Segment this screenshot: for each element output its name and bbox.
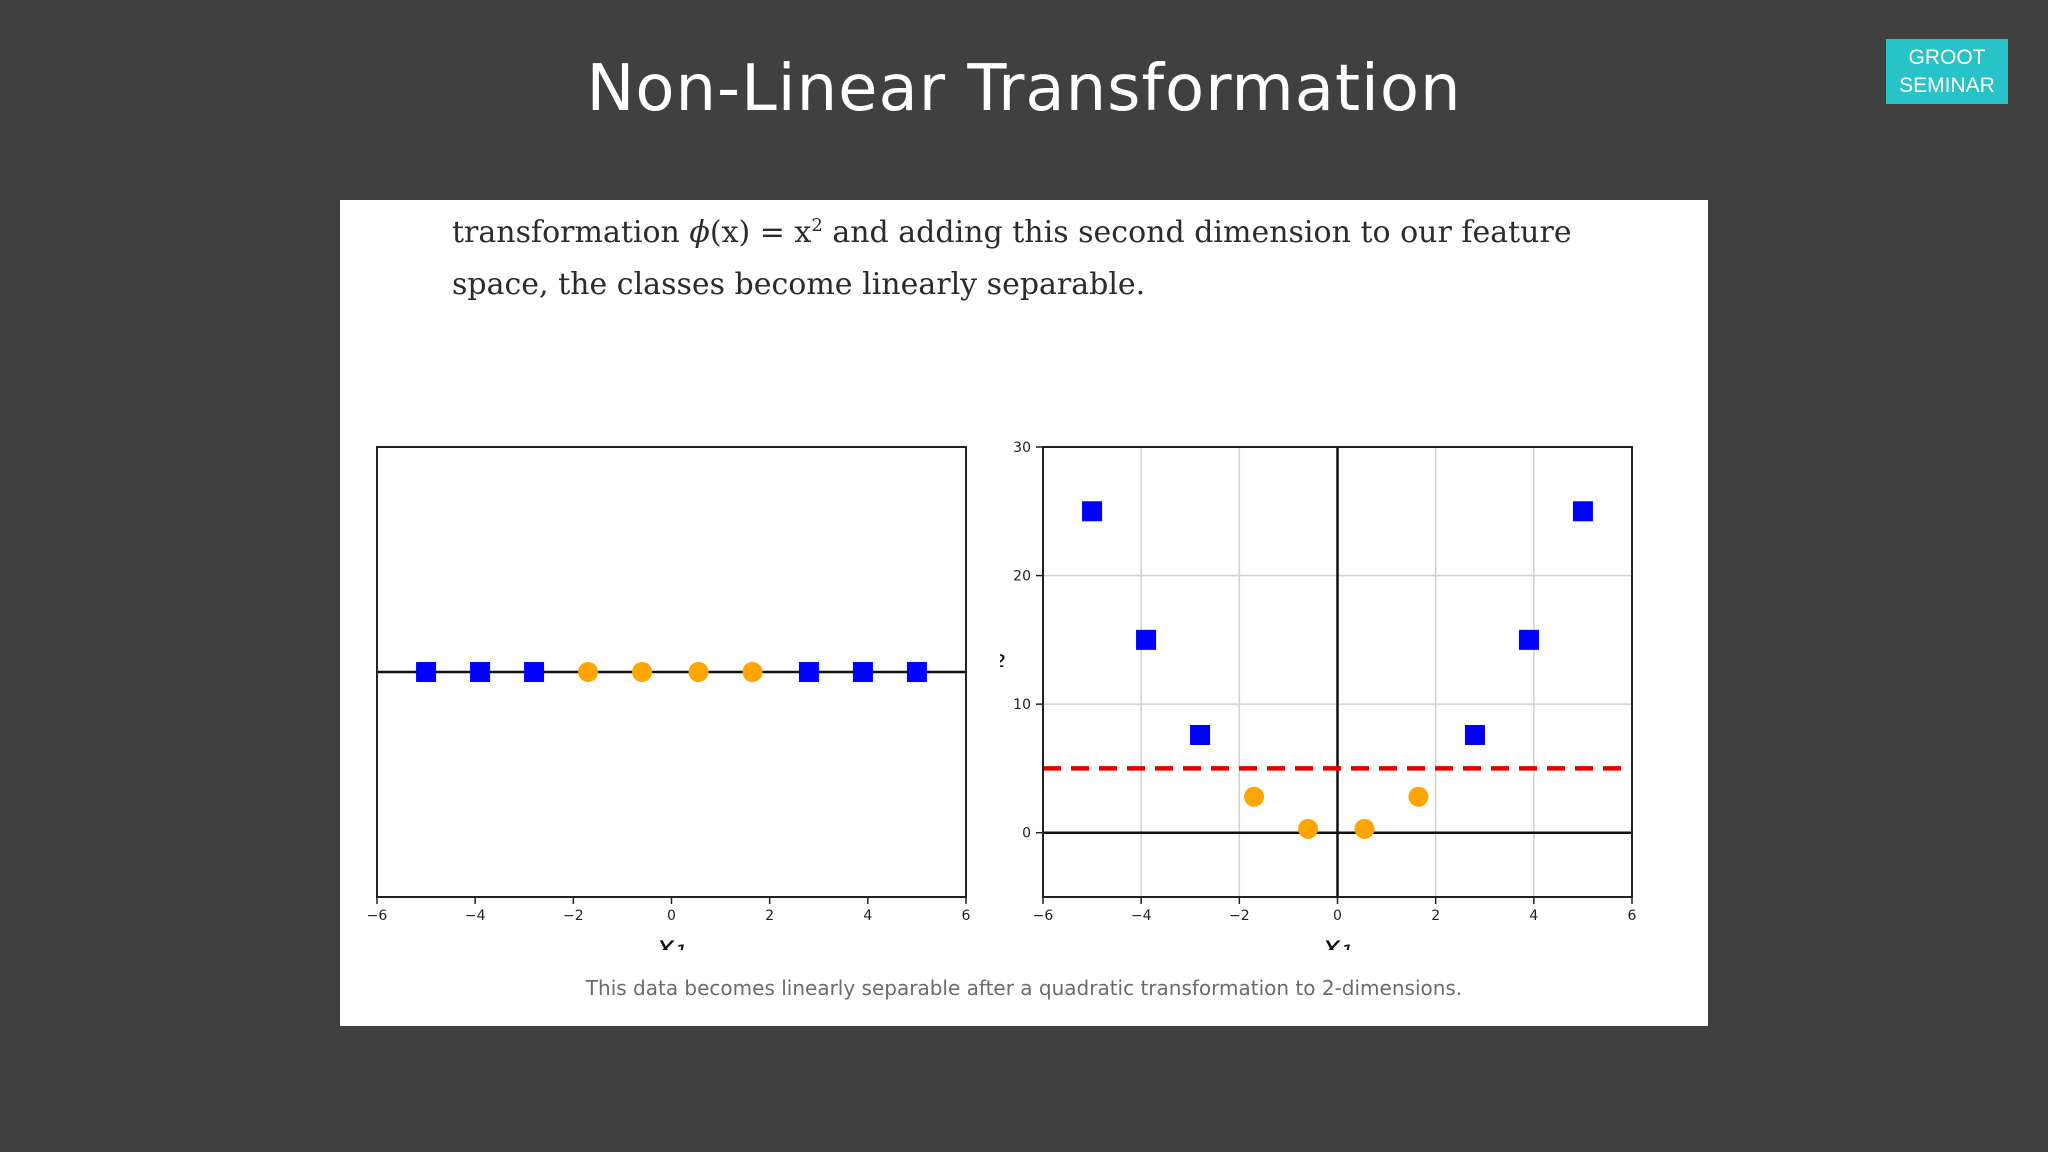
chart2-square-point-2 <box>1190 725 1211 745</box>
chart1-square-point-4 <box>852 662 873 682</box>
chart1-square-point-1 <box>470 662 491 682</box>
chart1-xtick-label-5: 4 <box>863 908 872 924</box>
chart1-square-point-2 <box>524 662 545 682</box>
chart2-y-axis-label: x₂ <box>1000 640 1005 675</box>
book-excerpt-panel: transformation ϕ(x) = x2 and adding this… <box>340 200 1708 1026</box>
chart2-x-axis-label: x₁ <box>1322 930 1353 950</box>
chart2-ytick-label-1: 10 <box>1013 697 1031 713</box>
badge-line-1: GROOT <box>1908 46 1986 69</box>
chart1-circle-point-1 <box>632 662 653 682</box>
chart2-circle-point-0 <box>1244 786 1265 807</box>
chart1-circle-point-2 <box>688 662 709 682</box>
excerpt-line-1-start: transformation <box>452 215 690 250</box>
chart2-circle-point-1 <box>1298 818 1319 839</box>
chart1-circle-point-3 <box>742 662 763 682</box>
excerpt-line-1-end: and adding this second dimension to our … <box>822 215 1572 250</box>
chart1-xtick-label-3: 0 <box>667 908 676 924</box>
chart-2d-scatter: −6 −4 −2 0 2 4 6 0 10 20 30 x₁ x₂ <box>1000 440 1637 950</box>
chart1-xtick-label-2: −2 <box>563 908 584 924</box>
excerpt-line-1: transformation ϕ(x) = x2 and adding this… <box>452 200 1632 259</box>
excerpt-formula: (x) = x <box>709 215 812 250</box>
chart1-xtick-label-1: −4 <box>465 908 486 924</box>
slide-title: Non-Linear Transformation <box>586 52 1462 126</box>
chart1-square-point-0 <box>416 662 437 682</box>
chart2-xtick-label-3: 0 <box>1333 908 1342 924</box>
chart1-xtick-label-4: 2 <box>765 908 774 924</box>
figure-caption: This data becomes linearly separable aft… <box>585 976 1463 1000</box>
groot-seminar-badge: GROOT SEMINAR <box>1886 39 2008 104</box>
chart2-xtick-label-5: 4 <box>1529 908 1538 924</box>
chart2-ytick-label-3: 30 <box>1013 440 1031 456</box>
chart2-square-point-5 <box>1572 501 1593 522</box>
chart2-xtick-label-0: −6 <box>1033 908 1054 924</box>
chart1-xtick-label-0: −6 <box>367 908 388 924</box>
phi-symbol: ϕ <box>689 215 710 250</box>
chart2-xtick-label-6: 6 <box>1628 908 1637 924</box>
excerpt-line-2: space, the classes become linearly separ… <box>452 267 1146 302</box>
chart2-square-point-4 <box>1518 629 1539 650</box>
chart2-xtick-label-4: 2 <box>1431 908 1440 924</box>
chart1-xtick-label-6: 6 <box>962 908 971 924</box>
chart-1d-scatter: −6 −4 −2 0 2 4 6 x₁ <box>367 446 971 950</box>
chart2-square-point-1 <box>1136 629 1157 650</box>
chart1-square-point-5 <box>906 662 927 682</box>
chart2-xtick-label-1: −4 <box>1131 908 1152 924</box>
chart2-circle-point-2 <box>1354 818 1375 839</box>
chart2-square-point-0 <box>1082 501 1103 522</box>
chart1-x-axis-label: x₁ <box>656 930 687 950</box>
excerpt-text: transformation ϕ(x) = x2 and adding this… <box>452 200 1632 311</box>
chart2-ytick-label-2: 20 <box>1013 569 1031 585</box>
chart2-circle-point-3 <box>1408 786 1429 807</box>
chart2-xtick-label-2: −2 <box>1229 908 1250 924</box>
chart1-square-point-3 <box>798 662 819 682</box>
badge-line-2: SEMINAR <box>1899 74 1995 97</box>
chart1-circle-point-0 <box>578 662 599 682</box>
excerpt-exponent: 2 <box>811 215 823 236</box>
chart2-ytick-label-0: 0 <box>1022 826 1031 842</box>
chart2-square-point-3 <box>1464 725 1485 745</box>
